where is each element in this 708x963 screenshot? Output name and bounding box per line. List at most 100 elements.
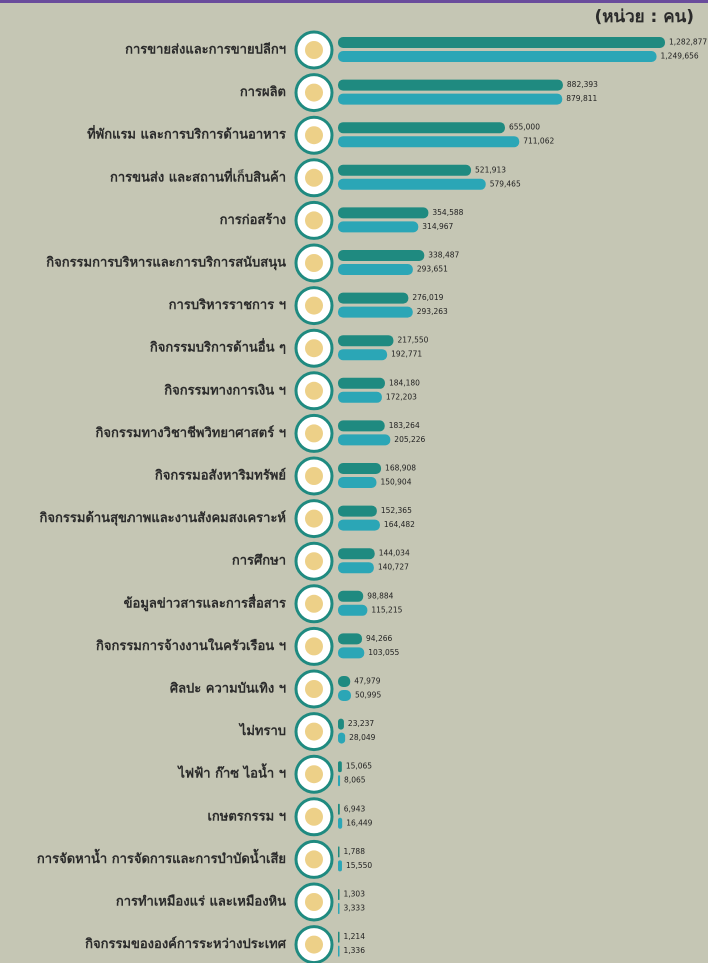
icon-inner xyxy=(305,509,323,528)
bar xyxy=(338,477,377,488)
top-strip xyxy=(0,0,708,3)
bar xyxy=(338,860,342,872)
bar xyxy=(338,846,340,858)
icon-inner xyxy=(305,935,323,954)
value-label: 184,180 xyxy=(389,378,420,387)
category-label: กิจกรรมอสังหาริมทรัพย์ xyxy=(155,468,286,484)
category-label: การขนส่ง และสถานที่เก็บสินค้า xyxy=(110,167,286,185)
value-label: 293,651 xyxy=(417,265,448,274)
bar xyxy=(338,604,368,616)
value-label: 168,908 xyxy=(385,464,416,473)
value-label: 8,065 xyxy=(344,776,366,785)
bar xyxy=(338,79,563,91)
icon-inner xyxy=(305,765,323,784)
value-label: 115,215 xyxy=(371,605,402,614)
bar xyxy=(338,93,563,105)
value-label: 152,365 xyxy=(381,506,412,515)
bar xyxy=(338,122,505,134)
category-label: ไม่ทราบ xyxy=(238,722,286,739)
bar xyxy=(338,377,385,389)
value-label: 354,588 xyxy=(432,208,463,217)
category-label: กิจกรรมบริการด้านอื่น ๆ xyxy=(150,338,286,356)
category-label: การขายส่งและการขายปลีกฯ xyxy=(125,42,286,58)
bar xyxy=(338,136,520,148)
value-label: 28,049 xyxy=(349,733,375,742)
value-label: 882,393 xyxy=(567,80,598,89)
category-label: ไฟฟ้า ก๊าซ ไอน้ำ ฯ xyxy=(176,763,286,782)
bar xyxy=(338,903,340,914)
bar xyxy=(338,889,340,900)
bar xyxy=(338,420,385,432)
category-label: กิจกรรมด้านสุขภาพและงานสังคมสงเคราะห์ xyxy=(39,510,286,526)
bar xyxy=(338,250,425,261)
value-label: 94,266 xyxy=(366,634,392,643)
value-label: 1,282,877 xyxy=(669,38,707,47)
category-label: กิจกรรมขององค์การระหว่างประเทศ xyxy=(85,936,287,952)
value-label: 276,019 xyxy=(412,293,443,302)
value-label: 655,000 xyxy=(509,123,540,132)
icon-inner xyxy=(305,552,323,571)
bar xyxy=(338,463,382,474)
value-label: 144,034 xyxy=(379,549,410,558)
bar xyxy=(338,590,364,602)
value-label: 6,943 xyxy=(344,804,366,813)
icon-inner xyxy=(305,381,323,400)
bar xyxy=(338,349,388,361)
category-label: การก่อสร้าง xyxy=(220,212,286,228)
category-label: กิจกรรมการจ้างงานในครัวเรือน ฯ xyxy=(96,637,286,654)
category-label: ที่พักแรม และการบริการด้านอาหาร xyxy=(87,125,286,143)
category-label: ข้อมูลข่าวสารและการสื่อสาร xyxy=(124,593,286,611)
value-label: 23,237 xyxy=(348,719,374,728)
value-label: 47,979 xyxy=(354,677,380,686)
bar xyxy=(338,817,343,829)
icon-inner xyxy=(305,126,323,145)
bar xyxy=(338,164,472,176)
value-label: 293,263 xyxy=(417,307,448,316)
value-label: 205,226 xyxy=(394,435,425,444)
category-label: การทำเหมืองแร่ และเหมืองหิน xyxy=(116,894,286,910)
bar xyxy=(338,690,351,701)
bar xyxy=(338,292,409,304)
value-label: 150,904 xyxy=(380,478,411,487)
icon-inner xyxy=(305,83,323,102)
value-label: 15,550 xyxy=(346,861,372,870)
value-label: 879,811 xyxy=(566,94,597,103)
category-label: ศิลปะ ความบันเทิง ฯ xyxy=(170,682,286,697)
category-label: การบริหารราชการ ฯ xyxy=(169,298,286,313)
bar xyxy=(338,931,340,943)
icon-inner xyxy=(305,254,323,272)
bar xyxy=(338,945,340,957)
value-label: 164,482 xyxy=(384,520,415,529)
value-label: 1,303 xyxy=(344,890,366,899)
value-label: 3,333 xyxy=(344,904,366,913)
category-label: กิจกรรมทางการเงิน ฯ xyxy=(164,383,286,398)
value-label: 1,788 xyxy=(344,847,366,856)
value-label: 1,249,656 xyxy=(661,52,699,61)
category-label: กิจกรรมการบริหารและการบริการสนับสนุน xyxy=(46,256,286,271)
bar xyxy=(338,633,363,645)
value-label: 521,913 xyxy=(475,165,506,174)
value-label: 16,449 xyxy=(346,818,372,827)
value-label: 338,487 xyxy=(428,251,459,260)
bar xyxy=(338,548,375,560)
bar xyxy=(338,519,380,531)
bar xyxy=(338,178,486,190)
unit-label: (หน่วย : คน) xyxy=(594,7,694,27)
value-label: 172,203 xyxy=(386,392,417,401)
value-label: 1,336 xyxy=(344,946,366,955)
icon-inner xyxy=(305,424,323,443)
value-label: 103,055 xyxy=(368,648,399,657)
bar xyxy=(338,775,341,787)
bar xyxy=(338,391,382,403)
category-label: การผลิต xyxy=(240,85,286,100)
category-label: กิจกรรมทางวิชาชีพวิทยาศาสตร์ ฯ xyxy=(95,425,286,441)
icon-inner xyxy=(305,637,323,656)
icon-inner xyxy=(305,850,323,869)
bar xyxy=(338,221,419,233)
category-label: การจัดหาน้ำ การจัดการและการบำบัดน้ำเสีย xyxy=(37,848,286,867)
icon-inner xyxy=(305,339,323,358)
category-label: การศึกษา xyxy=(232,553,286,569)
icon-inner xyxy=(305,211,323,230)
icon-inner xyxy=(305,296,323,315)
